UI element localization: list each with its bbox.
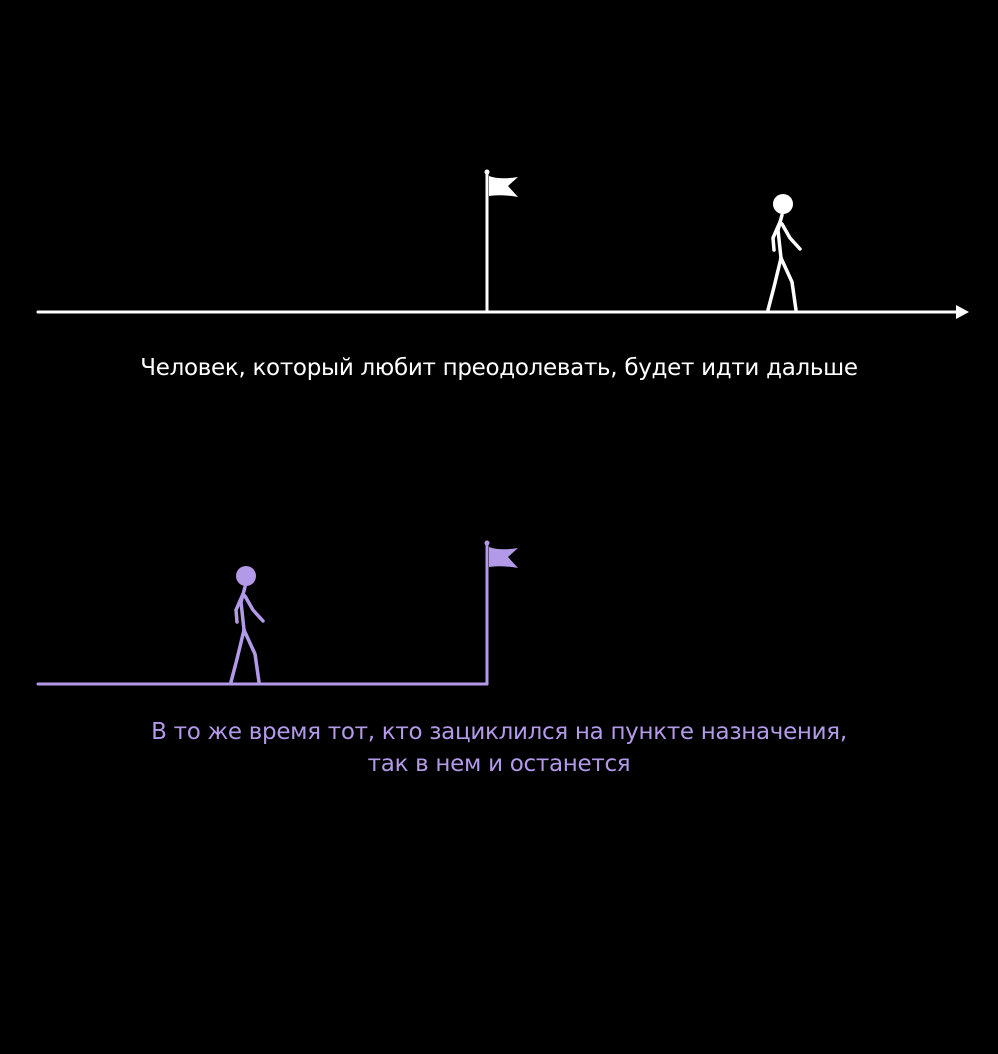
top-caption: Человек, который любит преодолевать, буд…	[140, 355, 858, 381]
bottom-caption: В то же время тот, кто зациклился на пун…	[0, 716, 998, 780]
flag-icon	[484, 169, 518, 314]
stick-figure-icon	[766, 194, 802, 312]
top-scene	[36, 169, 969, 319]
stick-figure-icon	[229, 566, 265, 684]
flag-icon	[484, 540, 518, 686]
bottom-scene	[36, 540, 518, 686]
arrow-icon	[956, 305, 969, 319]
bottom-caption-line-1: В то же время тот, кто зациклился на пун…	[151, 719, 847, 745]
bottom-caption-line-2: так в нем и останется	[367, 751, 631, 777]
